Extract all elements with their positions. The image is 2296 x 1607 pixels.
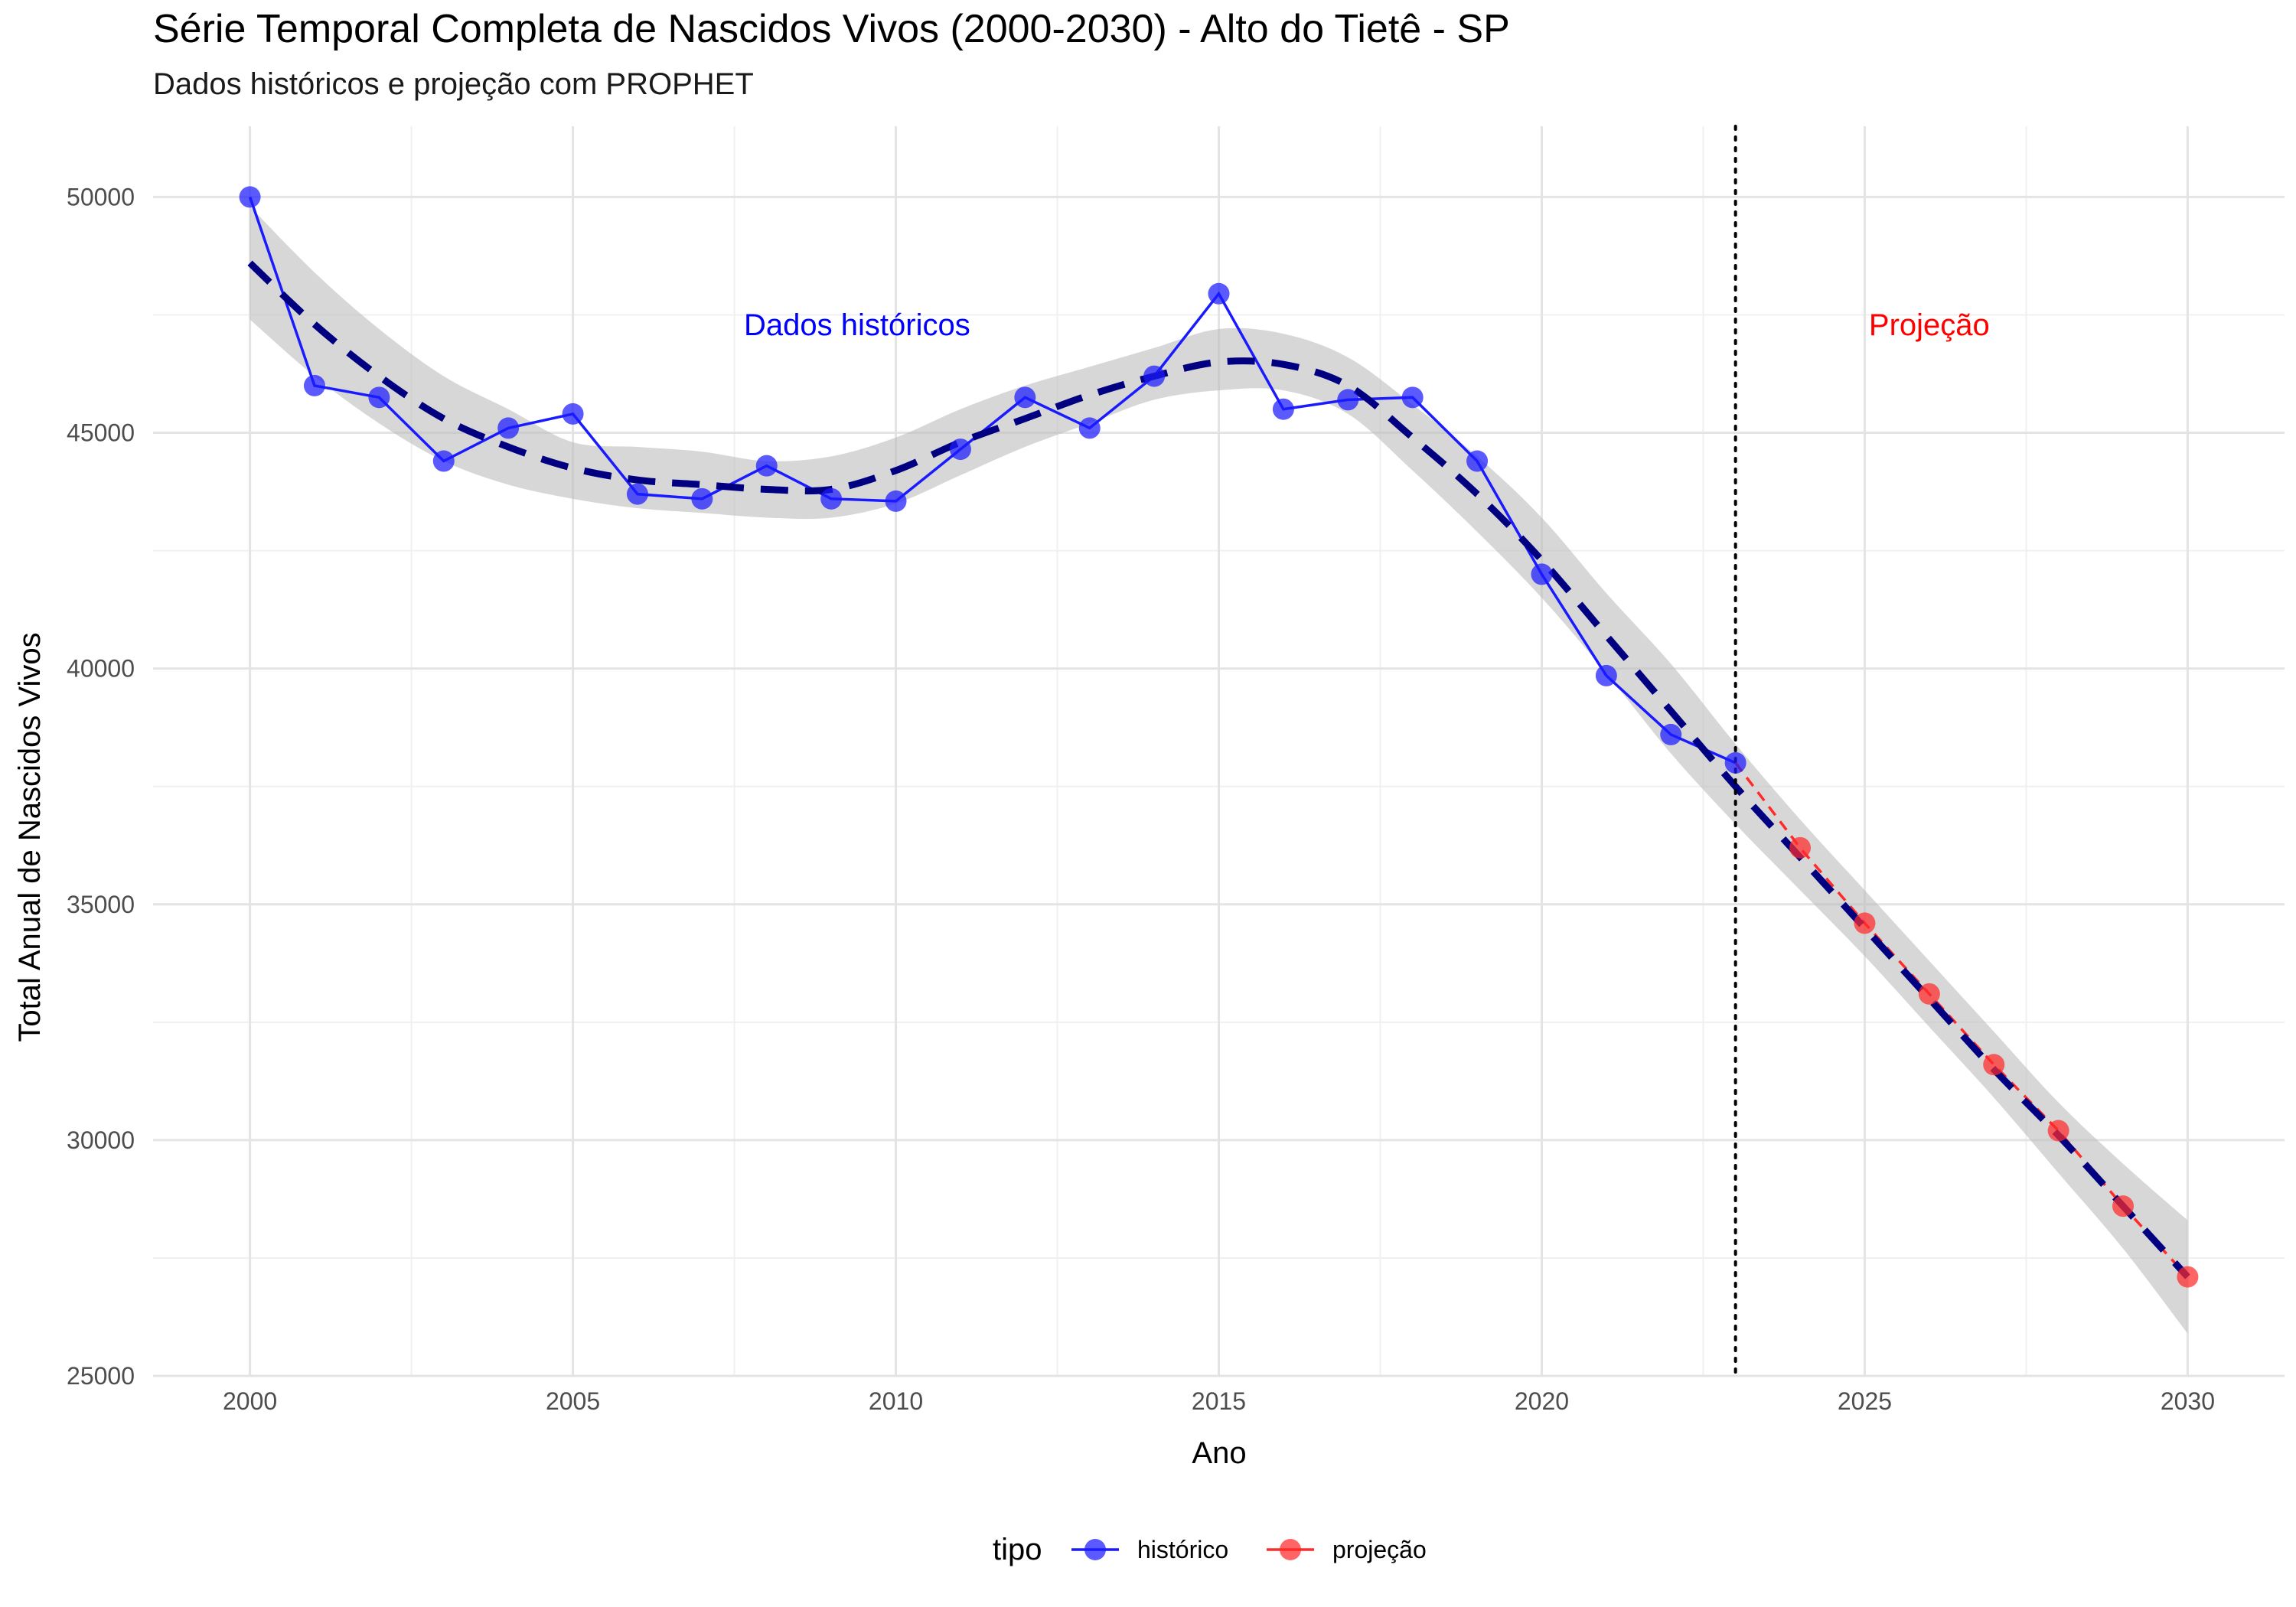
x-tick-label: 2025 xyxy=(1838,1387,1892,1415)
data-point-0 xyxy=(239,186,261,208)
data-point-0 xyxy=(1208,282,1230,305)
annotation-1: Projeção xyxy=(1869,308,1990,342)
legend-items: histórico projeção xyxy=(1071,1536,1427,1563)
chart-subtitle: Dados históricos e projeção com PROPHET xyxy=(153,67,754,101)
legend: tipo histórico projeção xyxy=(993,1533,1427,1566)
y-tick-label: 40000 xyxy=(67,655,135,683)
data-point-0 xyxy=(820,487,843,510)
series-line-1 xyxy=(1734,761,2189,1278)
data-points xyxy=(239,186,2199,1288)
y-tick-label: 35000 xyxy=(67,891,135,918)
data-point-0 xyxy=(432,450,455,472)
data-point-1 xyxy=(2047,1120,2069,1142)
data-point-1 xyxy=(1854,912,1876,934)
data-point-0 xyxy=(1595,664,1617,686)
y-axis-ticks: 25000 30000 35000 40000 45000 50000 xyxy=(67,183,135,1390)
trend-dashed-line xyxy=(247,260,2190,1279)
data-point-0 xyxy=(691,487,713,510)
y-tick-label: 50000 xyxy=(67,183,135,210)
data-point-1 xyxy=(1789,836,1812,859)
x-axis-ticks: 2000 2005 2010 2015 2020 2025 2030 xyxy=(223,1387,2215,1415)
data-point-0 xyxy=(1078,417,1101,439)
data-point-0 xyxy=(562,403,584,425)
x-tick-label: 2010 xyxy=(869,1387,923,1415)
data-point-0 xyxy=(1660,723,1682,745)
data-point-1 xyxy=(1983,1054,2005,1076)
annotation-0: Dados históricos xyxy=(744,308,970,342)
data-point-0 xyxy=(1466,450,1489,472)
x-axis-label: Ano xyxy=(1192,1436,1246,1470)
x-tick-label: 2015 xyxy=(1192,1387,1246,1415)
data-point-0 xyxy=(1337,389,1359,411)
data-point-0 xyxy=(949,438,971,461)
data-point-0 xyxy=(1272,398,1294,420)
legend-title: tipo xyxy=(993,1533,1042,1566)
legend-label: histórico xyxy=(1137,1536,1228,1563)
legend-key-point xyxy=(1280,1539,1301,1560)
series-lines xyxy=(248,196,2189,1278)
data-point-0 xyxy=(497,417,520,439)
y-axis-label: Total Anual de Nascidos Vivos xyxy=(13,632,47,1041)
data-point-0 xyxy=(368,386,390,409)
data-point-0 xyxy=(885,490,907,512)
data-point-1 xyxy=(1918,983,1940,1005)
x-tick-label: 2005 xyxy=(546,1387,600,1415)
data-point-1 xyxy=(2177,1266,2199,1288)
data-point-0 xyxy=(1401,386,1424,409)
x-tick-label: 2000 xyxy=(223,1387,277,1415)
data-point-0 xyxy=(626,483,648,505)
data-point-0 xyxy=(1143,365,1166,387)
y-tick-label: 30000 xyxy=(67,1126,135,1154)
y-tick-label: 45000 xyxy=(67,419,135,447)
data-point-0 xyxy=(1014,386,1036,409)
series-line-0 xyxy=(248,196,1737,764)
trend-line xyxy=(247,260,2190,1279)
data-point-0 xyxy=(755,455,778,477)
data-point-0 xyxy=(303,374,325,396)
legend-key-point xyxy=(1084,1539,1106,1560)
data-point-0 xyxy=(1531,563,1553,585)
data-point-0 xyxy=(1724,751,1746,774)
y-tick-label: 25000 xyxy=(67,1362,135,1390)
data-point-1 xyxy=(2112,1195,2135,1217)
chart-title: Série Temporal Completa de Nascidos Vivo… xyxy=(153,7,1510,51)
annotations: Dados históricos Projeção xyxy=(744,308,1990,342)
x-tick-label: 2030 xyxy=(2161,1387,2215,1415)
legend-label: projeção xyxy=(1332,1536,1427,1563)
x-tick-label: 2020 xyxy=(1515,1387,1569,1415)
